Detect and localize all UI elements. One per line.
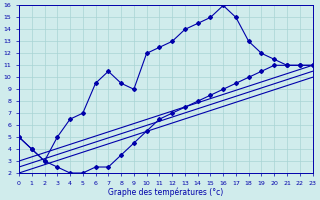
- X-axis label: Graphe des températures (°c): Graphe des températures (°c): [108, 187, 223, 197]
